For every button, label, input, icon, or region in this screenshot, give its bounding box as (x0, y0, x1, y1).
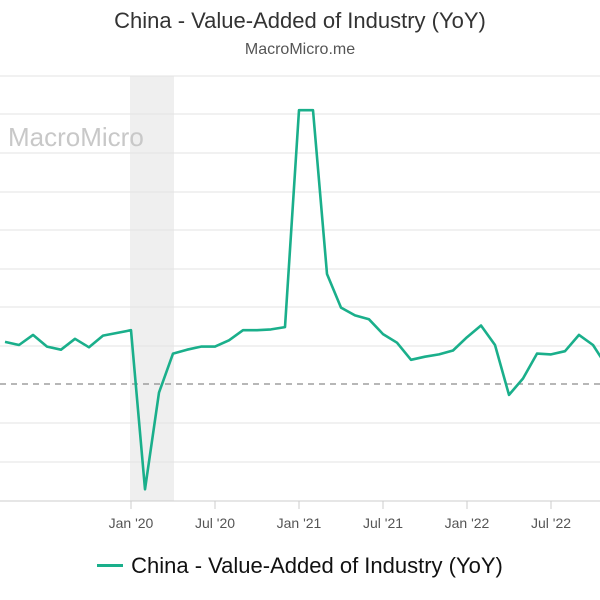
legend-swatch (97, 563, 124, 567)
x-tick-label: Jul '22 (531, 515, 571, 531)
x-tick-label: Jan '20 (109, 515, 154, 531)
x-tick-label: Jan '21 (277, 515, 322, 531)
chart-subtitle: MacroMicro.me (244, 41, 356, 58)
series-line[interactable] (4, 108, 600, 491)
legend-label: China - Value-Added of Industry (YoY) (131, 553, 503, 578)
x-tick-label: Jul '21 (363, 515, 403, 531)
x-tick-label: Jan '22 (445, 515, 490, 531)
legend[interactable]: China - Value-Added of Industry (YoY) (0, 553, 600, 579)
recession-band (130, 76, 174, 501)
chart-title: China - Value-Added of Industry (YoY) (114, 8, 486, 33)
watermark-text: MacroMicro (8, 122, 144, 152)
x-tick-label: Jul '20 (195, 515, 235, 531)
